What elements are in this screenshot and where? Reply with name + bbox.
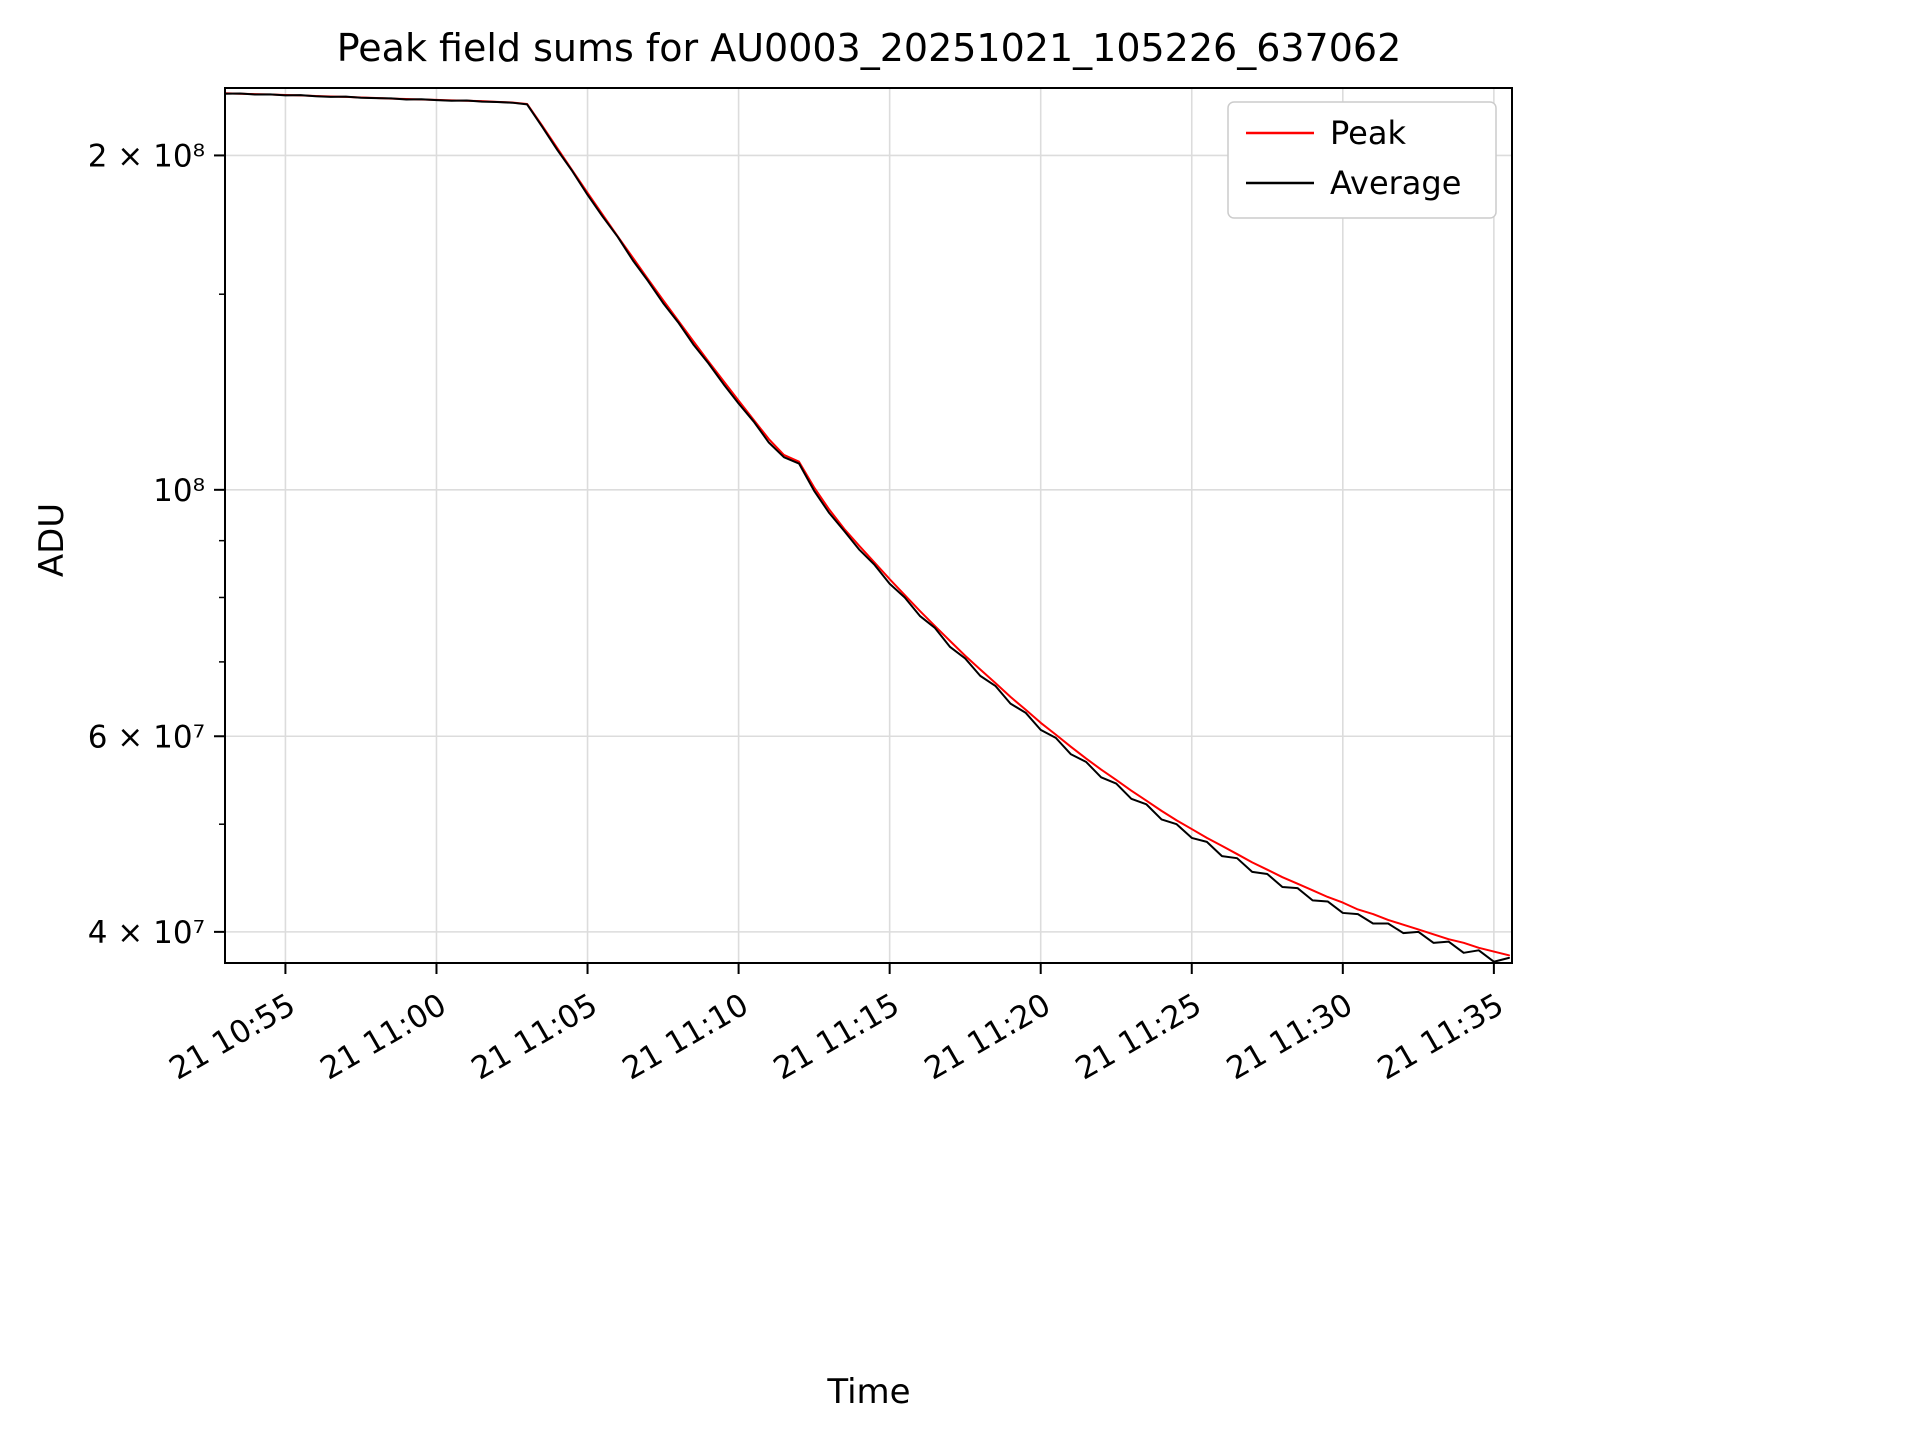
- x-tick-label: 21 11:35: [1372, 987, 1510, 1087]
- y-tick-label: 6 × 10⁷: [88, 719, 205, 755]
- y-axis-label: ADU: [32, 502, 72, 578]
- legend-label-average: Average: [1330, 164, 1461, 202]
- x-tick-label: 21 11:00: [314, 987, 452, 1087]
- x-tick-label: 21 11:10: [617, 987, 755, 1087]
- grid: [225, 88, 1512, 963]
- legend-label-peak: Peak: [1330, 114, 1406, 152]
- x-tick-label: 21 11:25: [1070, 987, 1208, 1087]
- x-tick-label: 21 10:55: [163, 987, 301, 1087]
- y-tick-label: 4 × 10⁷: [88, 915, 205, 951]
- legend: Peak Average: [1227, 101, 1497, 219]
- x-tick-label: 21 11:15: [768, 987, 906, 1087]
- ticks: 21 10:55 21 11:00 21 11:05 21 11:10 21 11:15…: [88, 138, 1510, 1087]
- chart-title: Peak field sums for AU0003_20251021_1052…: [336, 26, 1402, 70]
- legend-box: [1227, 101, 1497, 219]
- axes-spines: [224, 87, 1513, 964]
- x-axis-label: Time: [827, 1372, 911, 1412]
- y-tick-label: 2 × 10⁸: [88, 138, 205, 174]
- series-line-peak: [225, 92, 1510, 957]
- series-line-average: [225, 92, 1510, 963]
- x-tick-label: 21 11:30: [1221, 987, 1359, 1087]
- y-tick-label: 10⁸: [153, 473, 205, 509]
- x-tick-label: 21 11:20: [919, 987, 1057, 1087]
- series-group: [225, 92, 1510, 963]
- x-tick-label: 21 11:05: [465, 987, 603, 1087]
